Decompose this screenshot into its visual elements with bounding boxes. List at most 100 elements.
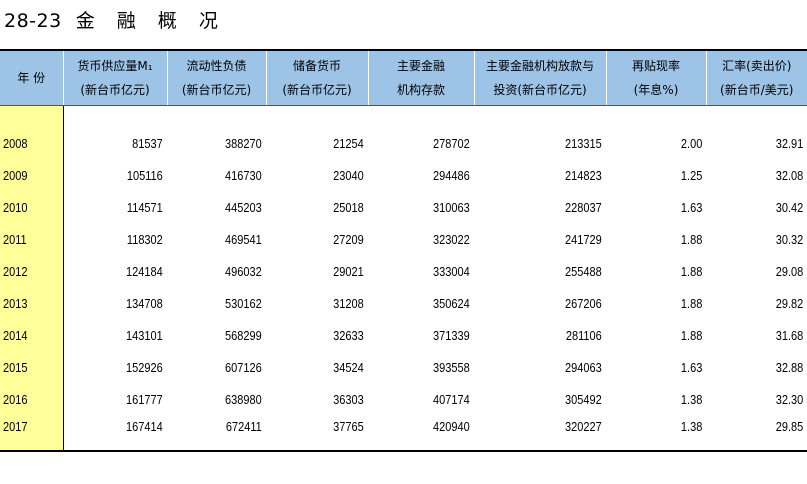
cell-text: 214823 <box>565 168 602 183</box>
value-cell: 37765 <box>266 415 368 452</box>
cell-text: 1.38 <box>680 392 702 407</box>
value-cell: 255488 <box>474 256 606 288</box>
value-cell: 416730 <box>167 160 266 192</box>
value-cell: 530162 <box>167 288 266 320</box>
cell-text: 152926 <box>126 360 163 375</box>
cell-text: 1.88 <box>680 232 702 247</box>
value-cell: 320227 <box>474 415 606 452</box>
value-cell: 469541 <box>167 224 266 256</box>
value-cell: 1.63 <box>606 192 706 224</box>
value-cell: 228037 <box>474 192 606 224</box>
value-cell: 388270 <box>167 128 266 160</box>
year-cell: 2009 <box>0 159 64 192</box>
value-cell: 27209 <box>266 224 368 256</box>
value-cell: 81537 <box>63 128 167 160</box>
value-cell: 1.38 <box>606 384 706 416</box>
cell-text: 37765 <box>333 419 364 434</box>
value-cell: 124184 <box>63 256 167 288</box>
table-title: 金 融 概 况 <box>75 10 226 32</box>
spacer-row <box>0 105 807 128</box>
cell-text: 25018 <box>333 200 364 215</box>
cell-text: 31.68 <box>775 328 803 343</box>
cell-text: 2010 <box>3 200 28 215</box>
value-cell: 568299 <box>167 320 266 352</box>
year-cell: 2015 <box>0 351 64 384</box>
value-cell: 638980 <box>167 384 266 416</box>
value-cell: 31.68 <box>706 320 807 352</box>
value-cell: 241729 <box>474 224 606 256</box>
cell-text: 350624 <box>433 296 470 311</box>
value-cell: 21254 <box>266 128 368 160</box>
header-line: 汇率(卖出价) <box>722 58 792 73</box>
value-cell: 29.85 <box>706 415 807 452</box>
cell-text: 371339 <box>433 328 470 343</box>
value-cell: 2.00 <box>606 128 706 160</box>
cell-text: 294063 <box>565 360 602 375</box>
cell-text: 143101 <box>126 328 163 343</box>
value-cell: 161777 <box>63 384 167 416</box>
value-cell: 29.82 <box>706 288 807 320</box>
cell-text: 333004 <box>433 264 470 279</box>
cell-text: 672411 <box>226 419 262 434</box>
cell-text: 407174 <box>433 392 470 407</box>
cell-text: 638980 <box>225 392 262 407</box>
value-cell: 407174 <box>368 384 474 416</box>
cell-text: 323022 <box>433 232 470 247</box>
header-line: 投资(新台币亿元) <box>493 82 587 97</box>
value-cell: 34524 <box>266 352 368 384</box>
value-cell: 32.91 <box>706 128 807 160</box>
cell-text: 29021 <box>333 264 364 279</box>
cell-text: 1.63 <box>680 360 702 375</box>
cell-text: 32633 <box>333 328 364 343</box>
value-cell: 294063 <box>474 352 606 384</box>
value-cell: 267206 <box>474 288 606 320</box>
table-row: 2012 124184 496032 29021 333004 255488 1.88 29.… <box>0 255 807 288</box>
cell-text: 228037 <box>565 200 602 215</box>
value-cell: 445203 <box>167 192 266 224</box>
value-cell: 1.25 <box>606 160 706 192</box>
cell-text: 2017 <box>3 419 28 434</box>
value-cell: 105116 <box>63 160 167 192</box>
value-cell: 114571 <box>63 192 167 224</box>
value-cell: 323022 <box>368 224 474 256</box>
cell-text: 241729 <box>565 232 602 247</box>
cell-text: 2008 <box>3 136 28 151</box>
cell-text: 124184 <box>126 264 163 279</box>
header-line: (新台币亿元) <box>181 82 252 97</box>
value-cell: 29.08 <box>706 256 807 288</box>
value-cell: 393558 <box>368 352 474 384</box>
cell-text: 1.88 <box>680 296 702 311</box>
value-cell: 32.88 <box>706 352 807 384</box>
header-line: 主要金融机构放款与 <box>485 58 594 73</box>
cell-text: 29.85 <box>775 419 803 434</box>
value-cell: 310063 <box>368 192 474 224</box>
value-cell: 305492 <box>474 384 606 416</box>
value-cell: 32633 <box>266 320 368 352</box>
cell-text: 34524 <box>333 360 364 375</box>
page-title: 28-23 金 融 概 况 <box>4 6 226 33</box>
cell-text: 118302 <box>127 232 163 247</box>
cell-text: 393558 <box>433 360 470 375</box>
value-cell: 23040 <box>266 160 368 192</box>
cell-text: 1.88 <box>680 264 702 279</box>
cell-text: 267206 <box>565 296 602 311</box>
cell-text: 31208 <box>333 296 364 311</box>
cell-text: 36303 <box>333 392 364 407</box>
header-line: 机构存款 <box>396 82 445 97</box>
cell-text: 213315 <box>565 136 602 151</box>
value-cell: 30.32 <box>706 224 807 256</box>
cell-text: 1.63 <box>680 200 702 215</box>
value-cell: 294486 <box>368 160 474 192</box>
cell-text: 105116 <box>127 168 163 183</box>
cell-text: 32.91 <box>775 136 803 151</box>
column-header: 再贴现率 (年息%) <box>605 49 706 106</box>
value-cell: 29021 <box>266 256 368 288</box>
value-cell: 36303 <box>266 384 368 416</box>
value-cell: 350624 <box>368 288 474 320</box>
column-header: 年 份 <box>0 49 63 106</box>
cell-text: 81537 <box>132 136 163 151</box>
column-header: 主要金融 机构存款 <box>367 49 474 106</box>
year-cell: 2017 <box>0 415 64 452</box>
cell-text: 568299 <box>225 328 262 343</box>
cell-text: 2011 <box>3 232 27 247</box>
